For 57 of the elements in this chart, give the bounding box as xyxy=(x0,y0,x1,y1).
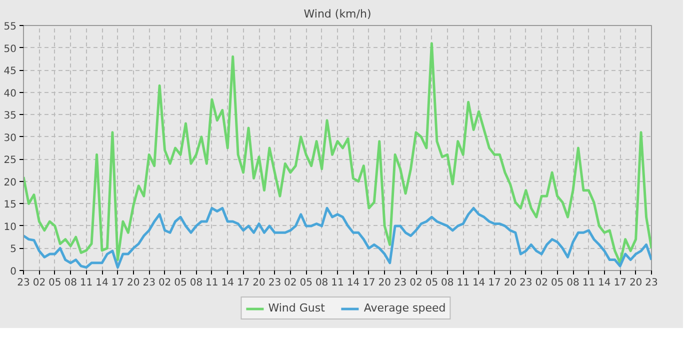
y-tick-label: 5 xyxy=(10,244,17,256)
x-tick-label: 02 xyxy=(32,278,46,288)
x-tick-label: 14 xyxy=(346,278,360,288)
y-tick-label: 50 xyxy=(4,44,17,55)
x-tick-label: 20 xyxy=(504,278,517,288)
y-tick-label: 20 xyxy=(4,177,17,188)
x-tick-label: 02 xyxy=(158,278,172,288)
y-tick-label: 35 xyxy=(4,110,17,122)
y-tick-label: 25 xyxy=(4,155,17,166)
x-tick-label: 17 xyxy=(362,278,376,288)
x-tick-label: 14 xyxy=(96,278,108,288)
x-tick-label: 08 xyxy=(566,278,580,288)
x-tick-label: 23 xyxy=(17,278,30,288)
x-tick-label: 20 xyxy=(378,278,391,288)
x-tick-label: 08 xyxy=(190,278,203,288)
line-series xyxy=(24,42,652,264)
x-tick-label: 23 xyxy=(520,278,532,288)
x-tick-label: 11 xyxy=(80,278,93,288)
y-tick-label: 55 xyxy=(4,22,17,32)
x-tick-label: 17 xyxy=(236,278,250,288)
y-tick-label: 45 xyxy=(4,66,17,78)
x-tick-label: 17 xyxy=(488,278,501,288)
x-tick-label: 05 xyxy=(425,278,438,288)
x-tick-label: 23 xyxy=(645,278,658,288)
x-tick-label: 20 xyxy=(252,278,266,288)
x-tick-label: 20 xyxy=(629,278,642,288)
x-tick-label: 05 xyxy=(174,278,187,288)
x-tick-label: 11 xyxy=(456,278,470,288)
y-tick-label: 10 xyxy=(4,222,17,233)
x-tick-label: 02 xyxy=(535,278,548,288)
x-tick-label: 11 xyxy=(582,278,596,288)
x-tick-label: 23 xyxy=(268,278,282,288)
x-tick-label: 17 xyxy=(111,278,124,288)
x-tick-label: 14 xyxy=(221,278,234,288)
y-tick-label: 40 xyxy=(4,88,17,100)
x-tick-label: 08 xyxy=(64,278,77,288)
x-tick-label: 23 xyxy=(394,278,407,288)
y-tick-label: 15 xyxy=(4,200,17,211)
x-tick-label: 14 xyxy=(598,278,611,288)
x-tick-label: 02 xyxy=(410,278,422,288)
x-tick-label: 05 xyxy=(48,278,62,288)
y-tick-label: 0 xyxy=(10,266,17,278)
x-tick-label: 05 xyxy=(300,278,312,288)
x-tick-label: 20 xyxy=(127,278,140,288)
x-tick-label: 17 xyxy=(614,278,626,288)
legend-label: Average speed xyxy=(364,302,446,314)
x-tick-label: 23 xyxy=(142,278,156,288)
y-tick-label: 30 xyxy=(4,132,17,144)
x-tick-label: 14 xyxy=(472,278,486,288)
legend-label: Wind Gust xyxy=(268,302,325,314)
x-tick-label: 08 xyxy=(441,278,454,288)
x-tick-label: 11 xyxy=(206,278,218,288)
x-tick-label: 11 xyxy=(331,278,344,288)
x-tick-label: 08 xyxy=(315,278,328,288)
x-tick-label: 02 xyxy=(284,278,297,288)
x-tick-label: 05 xyxy=(550,278,564,288)
chart-title: Wind (km/h) xyxy=(304,8,372,20)
